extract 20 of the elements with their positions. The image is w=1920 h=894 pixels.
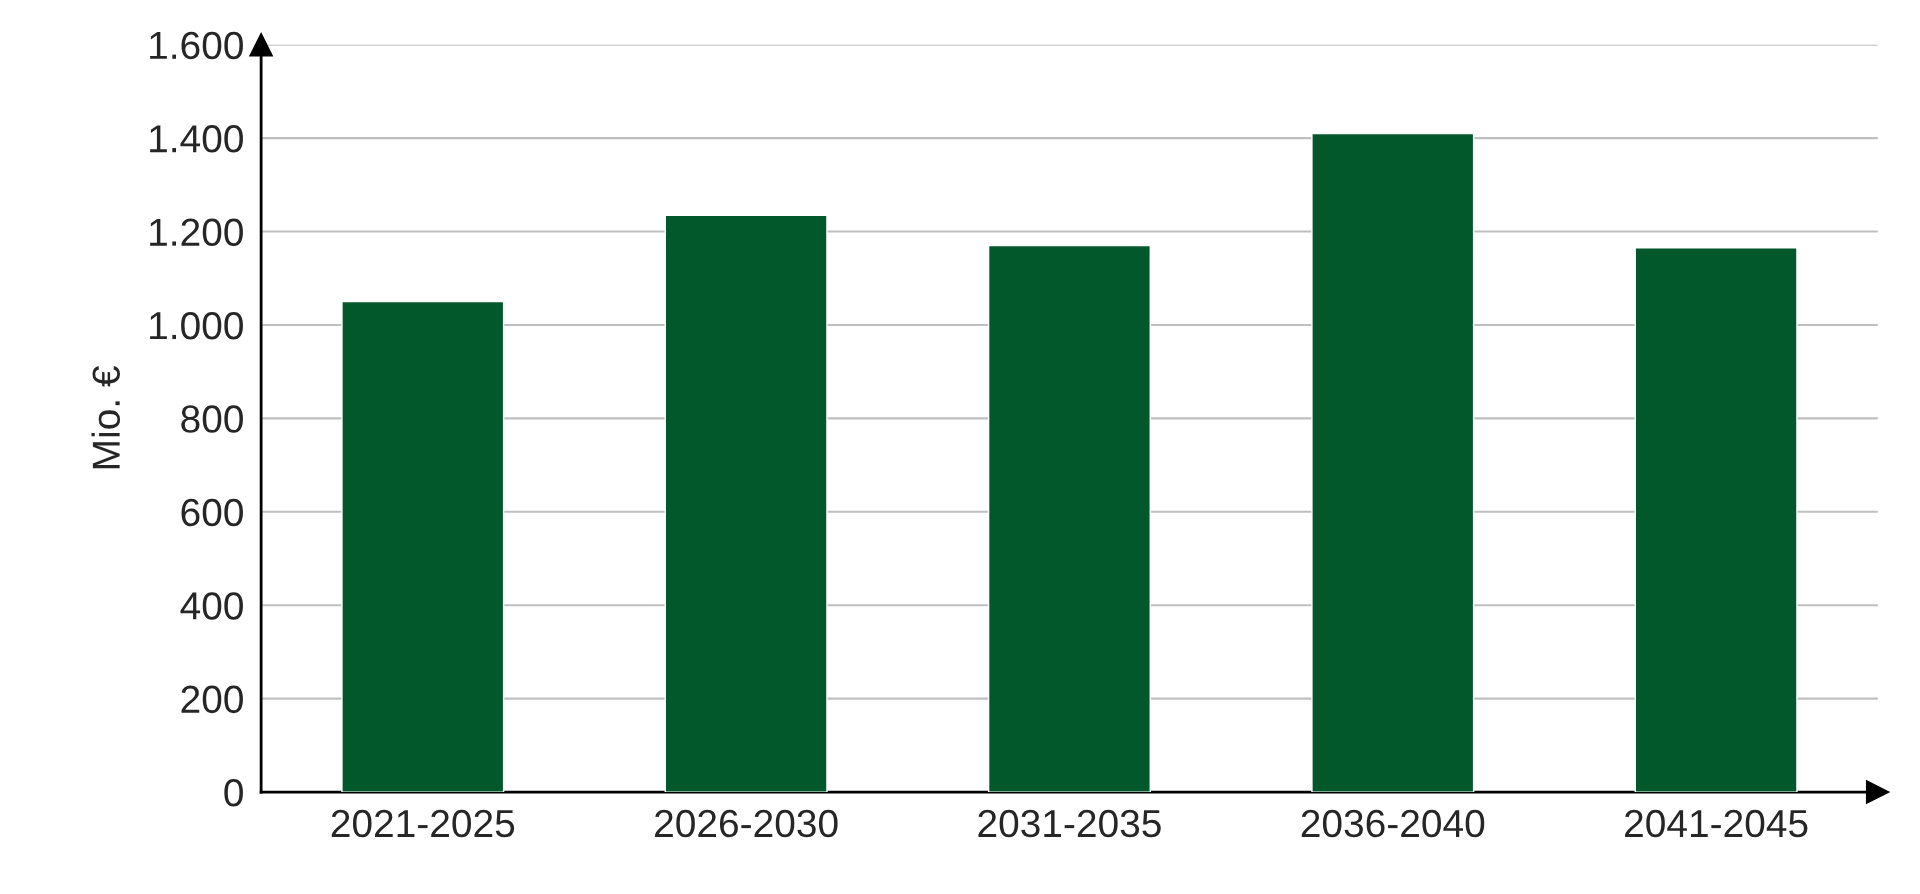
y-tick-label: 0 bbox=[224, 779, 243, 807]
y-tick-label: 1.600 bbox=[150, 31, 243, 60]
y-tick-label: 400 bbox=[180, 592, 243, 620]
x-tick-label: 2036-2040 bbox=[1301, 809, 1485, 838]
y-tick-label: 200 bbox=[181, 685, 243, 714]
y-tick-label: 600 bbox=[181, 498, 243, 527]
bar bbox=[1311, 132, 1475, 793]
bar bbox=[987, 244, 1151, 793]
y-tick-label: 800 bbox=[181, 405, 243, 433]
bar bbox=[341, 300, 505, 793]
x-tick-label: 2031-2035 bbox=[978, 809, 1161, 838]
y-tick-label: 1.200 bbox=[150, 218, 243, 247]
y-tick-label: 1.000 bbox=[150, 311, 243, 340]
bar bbox=[664, 214, 828, 793]
bar bbox=[1634, 247, 1798, 793]
x-tick-label: 2026-2030 bbox=[655, 809, 838, 838]
x-tick-label: 2041-2045 bbox=[1625, 809, 1808, 838]
y-tick-label: 1.400 bbox=[150, 125, 243, 153]
y-axis-title: Mio. € bbox=[91, 365, 121, 469]
x-tick-label: 2021-2025 bbox=[331, 809, 515, 838]
